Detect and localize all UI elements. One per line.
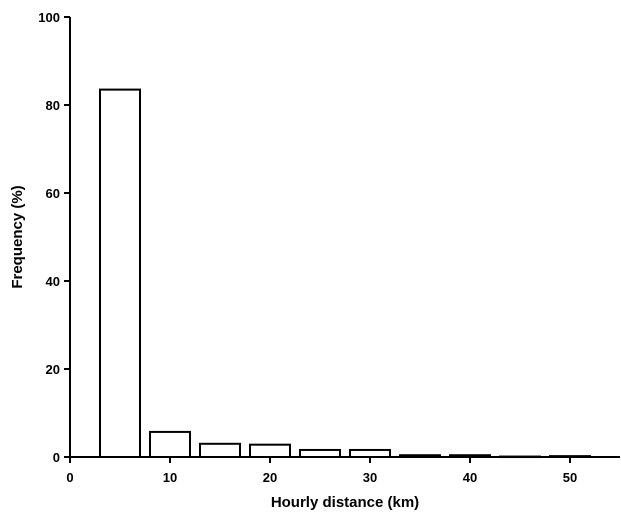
x-tick-label: 0 xyxy=(66,470,73,485)
x-tick-label: 10 xyxy=(163,470,177,485)
y-axis-title: Frequency (%) xyxy=(9,185,26,288)
y-tick-group: 0 20 40 60 80 100 xyxy=(38,10,70,465)
x-tick-label: 50 xyxy=(563,470,577,485)
y-tick-label: 100 xyxy=(38,10,60,25)
bar-25 xyxy=(299,448,341,458)
x-tick-label: 40 xyxy=(463,470,477,485)
x-tick-label: 30 xyxy=(363,470,377,485)
bar-15 xyxy=(199,442,241,458)
y-tick-label: 80 xyxy=(46,98,60,113)
y-tick-label: 0 xyxy=(53,450,60,465)
x-tick-label: 20 xyxy=(263,470,277,485)
y-tick-label: 60 xyxy=(46,186,60,201)
bar-20 xyxy=(249,443,291,458)
bar-10 xyxy=(149,430,191,459)
bar-30 xyxy=(349,448,391,458)
bar-5 xyxy=(99,88,141,458)
x-axis-title: Hourly distance (km) xyxy=(271,494,419,511)
y-tick-label: 20 xyxy=(46,362,60,377)
bar-group xyxy=(99,88,591,459)
y-tick-label: 40 xyxy=(46,274,60,289)
x-tick-group: 0 10 20 30 40 50 xyxy=(66,457,577,485)
